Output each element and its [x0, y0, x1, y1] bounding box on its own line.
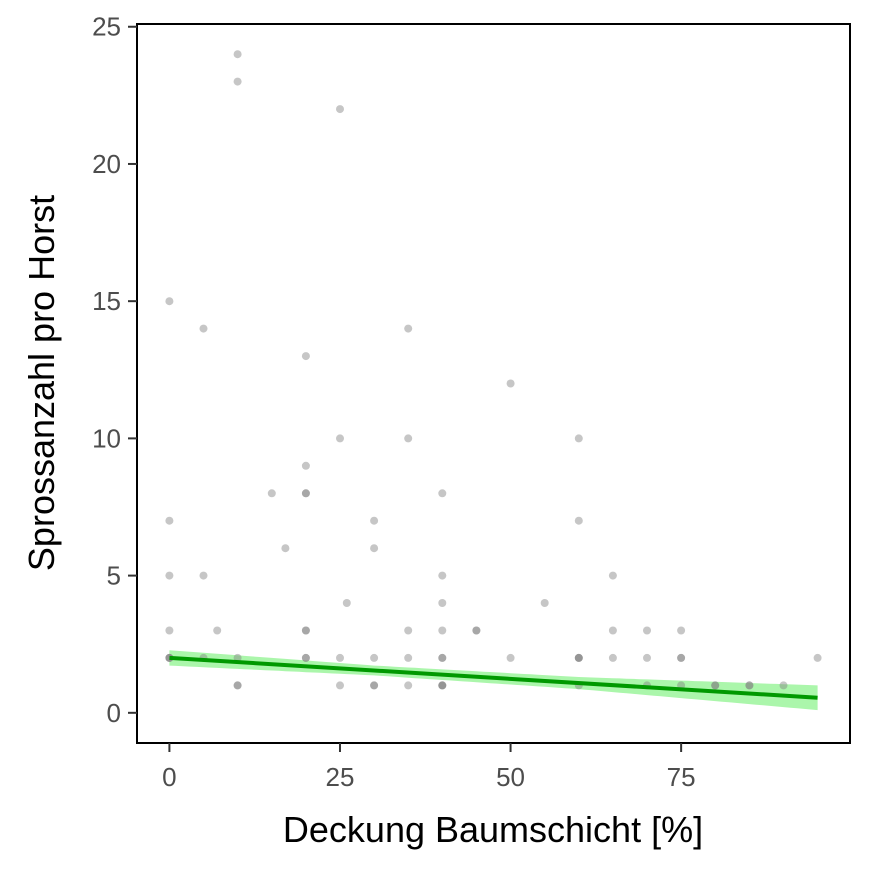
data-point — [677, 653, 686, 662]
data-point — [404, 626, 413, 635]
data-point — [301, 461, 310, 470]
data-point — [404, 681, 413, 690]
data-point — [301, 489, 310, 498]
data-point — [438, 681, 447, 690]
data-point — [370, 681, 379, 690]
x-tick-label: 0 — [162, 762, 176, 792]
data-point — [506, 653, 515, 662]
data-point — [472, 626, 481, 635]
data-point — [165, 571, 174, 580]
y-axis-title: Sprossanzahl pro Horst — [21, 195, 62, 571]
data-point — [608, 626, 617, 635]
data-point — [574, 653, 583, 662]
y-tick-label: 15 — [92, 286, 121, 316]
data-point — [745, 681, 754, 690]
data-point — [438, 681, 447, 690]
data-point — [199, 571, 208, 580]
x-tick-label: 50 — [496, 762, 525, 792]
data-point — [301, 626, 310, 635]
y-tick-label: 25 — [92, 12, 121, 42]
data-point — [677, 626, 686, 635]
data-point — [643, 626, 651, 635]
x-axis-title: Deckung Baumschicht [%] — [283, 809, 703, 850]
x-tick-label: 75 — [667, 762, 696, 792]
data-point — [438, 571, 447, 580]
data-point — [370, 544, 379, 553]
data-point — [438, 681, 447, 690]
data-point — [233, 681, 242, 690]
data-point — [438, 599, 447, 607]
data-point — [233, 681, 242, 690]
data-point — [301, 489, 310, 498]
data-point — [301, 626, 310, 635]
data-point — [608, 571, 617, 580]
data-point — [233, 653, 242, 662]
y-tick-label: 0 — [107, 698, 121, 728]
y-tick-label: 5 — [107, 561, 121, 591]
trend-line — [169, 655, 818, 700]
data-point — [301, 653, 310, 662]
data-point — [267, 489, 276, 498]
data-point — [813, 653, 822, 662]
data-point — [301, 352, 310, 361]
y-axis-ticks: 0 5 10 15 20 25 — [92, 12, 137, 728]
data-point — [336, 434, 344, 443]
data-point — [404, 434, 413, 443]
confidence-band-layer — [169, 650, 818, 711]
data-point — [370, 681, 379, 690]
data-point — [165, 297, 174, 306]
data-point — [404, 324, 413, 333]
data-point — [336, 105, 344, 114]
data-point — [233, 77, 242, 86]
data-point — [643, 653, 651, 662]
data-point — [213, 626, 222, 635]
data-point — [574, 653, 583, 662]
x-tick-label: 25 — [326, 762, 355, 792]
data-point — [165, 516, 174, 525]
data-point — [438, 653, 447, 662]
confidence-band — [169, 650, 818, 711]
data-point — [711, 681, 720, 690]
y-tick-label: 20 — [92, 149, 121, 179]
data-points-layer — [165, 50, 822, 690]
x-axis-ticks: 0 25 50 75 — [162, 743, 696, 792]
data-point — [438, 626, 447, 635]
data-point — [711, 681, 720, 690]
data-point — [199, 324, 208, 333]
data-point — [336, 681, 344, 690]
data-point — [472, 626, 481, 635]
data-point — [438, 489, 447, 498]
trend-line-layer — [169, 655, 818, 700]
data-point — [779, 681, 788, 690]
data-point — [574, 516, 583, 525]
data-point — [336, 653, 344, 662]
data-point — [370, 653, 379, 662]
data-point — [677, 653, 686, 662]
data-point — [506, 379, 515, 388]
data-point — [342, 599, 351, 607]
plot-panel-border — [136, 23, 851, 744]
data-point — [404, 653, 413, 662]
data-point — [165, 626, 174, 635]
data-point — [438, 653, 447, 662]
data-point — [574, 434, 583, 443]
y-tick-label: 10 — [92, 423, 121, 453]
data-point — [608, 653, 617, 662]
data-point — [281, 544, 290, 553]
data-point — [370, 516, 379, 525]
data-point — [745, 681, 754, 690]
data-point — [540, 599, 549, 607]
data-point — [233, 50, 242, 59]
data-point — [574, 653, 583, 662]
data-point — [301, 653, 310, 662]
